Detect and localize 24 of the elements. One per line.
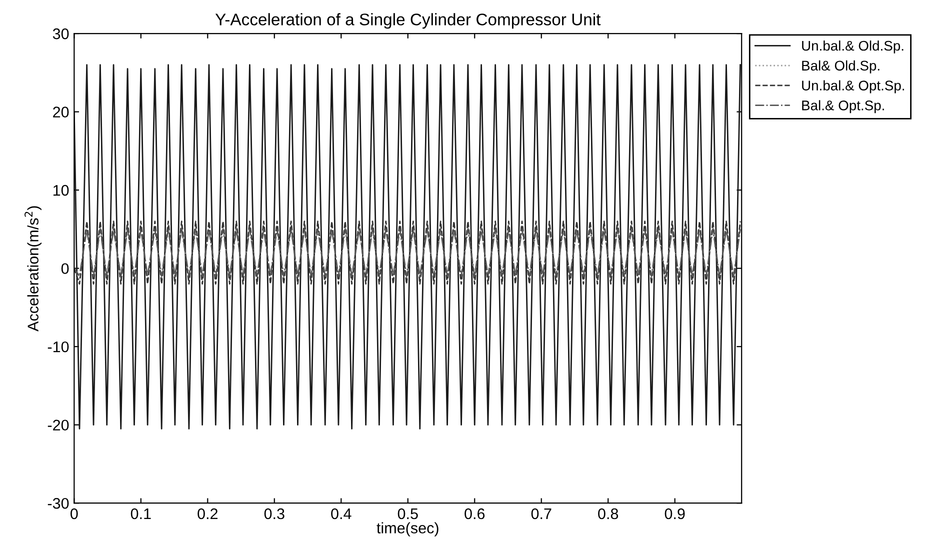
x-tick-label: 0.2 bbox=[198, 508, 218, 520]
y-tick-label: -20 bbox=[48, 420, 69, 431]
chart-title: Y-Acceleration of a Single Cylinder Compressor Unit bbox=[215, 13, 601, 29]
y-tick-label: 10 bbox=[53, 184, 69, 196]
x-tick-label: 0.8 bbox=[598, 508, 618, 520]
y-tick-label: -30 bbox=[48, 498, 69, 509]
x-tick-label: 0.4 bbox=[331, 508, 352, 520]
y-axis-title: Acceleration(m/s$^{2}$) bbox=[24, 206, 42, 332]
legend-label: Bal& Old.Sp. bbox=[802, 60, 880, 74]
x-tick-label: 0.9 bbox=[664, 508, 685, 520]
x-tick-label: 0.7 bbox=[531, 508, 552, 520]
y-tick-label: -10 bbox=[48, 341, 69, 352]
x-tick-label: 0.1 bbox=[130, 508, 151, 520]
x-tick-label: 0.3 bbox=[264, 508, 284, 520]
x-tick-label: 0.6 bbox=[464, 508, 485, 520]
y-tick-label: 0 bbox=[61, 263, 69, 274]
x-tick-label: 0 bbox=[70, 508, 78, 520]
x-tick-label: 0.5 bbox=[398, 508, 418, 520]
legend-label: Un.bal.& Old.Sp. bbox=[802, 40, 904, 54]
x-axis-title: time(sec) bbox=[376, 522, 438, 536]
legend-label: Bal.& Opt.Sp. bbox=[802, 100, 884, 114]
y-tick-label: 20 bbox=[53, 106, 69, 118]
legend-label: Un.bal.& Opt.Sp. bbox=[802, 80, 904, 94]
y-tick-label: 30 bbox=[52, 28, 69, 40]
